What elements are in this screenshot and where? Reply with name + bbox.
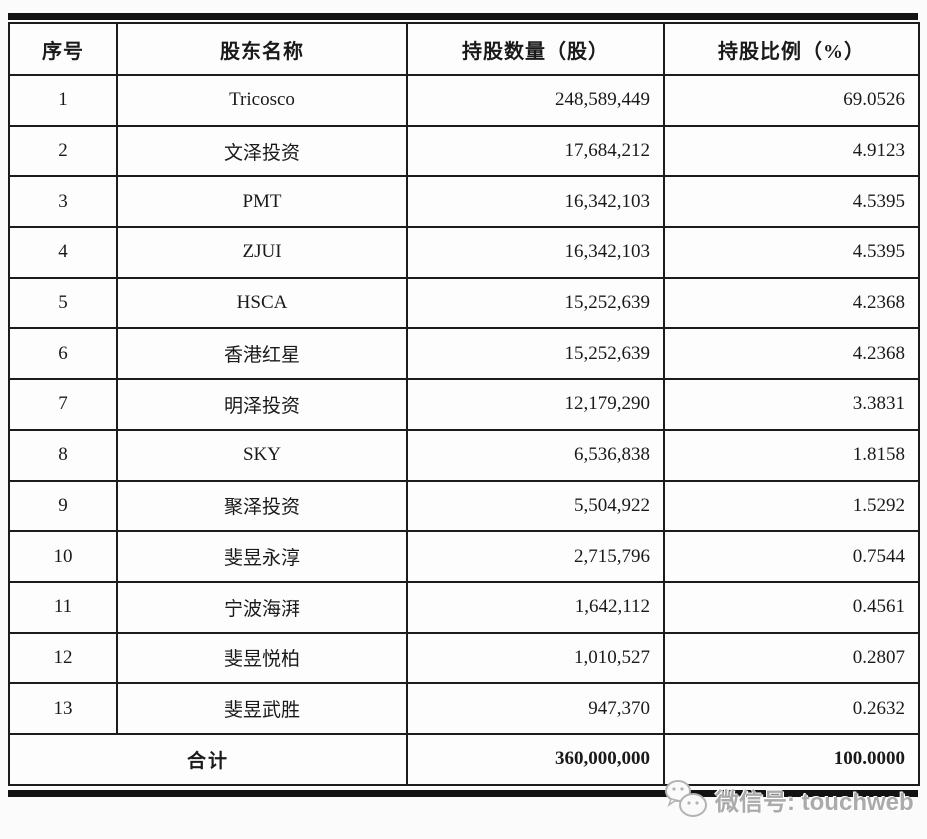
- bottom-divider-bar: [8, 790, 918, 797]
- cell-pct: 4.2368: [663, 276, 920, 330]
- cell-shares: 947,370: [406, 682, 665, 735]
- cell-name: PMT: [116, 175, 408, 229]
- shareholder-table: 序号 股东名称 持股数量（股） 持股比例（%） 1 Tricosco 248,589…: [8, 22, 920, 786]
- table-row: 5 HSCA 15,252,639 4.2368: [8, 276, 920, 330]
- table-row: 4 ZJUI 16,342,103 4.5395: [8, 226, 920, 279]
- table-row: 3 PMT 16,342,103 4.5395: [8, 175, 920, 229]
- total-pct: 100.0000: [663, 732, 920, 786]
- header-no: 序号: [8, 22, 118, 76]
- cell-no: 7: [8, 378, 118, 431]
- cell-name: 聚泽投资: [116, 479, 408, 533]
- cell-shares: 248,589,449: [406, 74, 665, 127]
- table-body: 1 Tricosco 248,589,449 69.0526 2 文泽投资 17,684,2…: [8, 74, 920, 735]
- table-row: 8 SKY 6,536,838 1.8158: [8, 428, 920, 482]
- cell-name: HSCA: [116, 276, 408, 330]
- table-row: 6 香港红星 15,252,639 4.2368: [8, 327, 920, 381]
- header-pct: 持股比例（%）: [663, 22, 920, 76]
- table-row: 11 宁波海湃 1,642,112 0.4561: [8, 580, 920, 634]
- cell-name: Tricosco: [116, 74, 408, 127]
- cell-shares: 1,010,527: [406, 631, 665, 685]
- cell-shares: 16,342,103: [406, 226, 665, 279]
- cell-shares: 2,715,796: [406, 530, 665, 583]
- total-label: 合计: [8, 732, 408, 786]
- cell-pct: 4.5395: [663, 226, 920, 279]
- cell-pct: 1.5292: [663, 479, 920, 533]
- cell-no: 13: [8, 682, 118, 735]
- cell-shares: 16,342,103: [406, 175, 665, 229]
- cell-name: 斐昱武胜: [116, 682, 408, 735]
- cell-pct: 3.3831: [663, 378, 920, 431]
- cell-name: ZJUI: [116, 226, 408, 279]
- cell-name: 文泽投资: [116, 124, 408, 178]
- table-row: 2 文泽投资 17,684,212 4.9123: [8, 124, 920, 178]
- cell-no: 9: [8, 479, 118, 533]
- cell-no: 1: [8, 74, 118, 127]
- table-row: 7 明泽投资 12,179,290 3.3831: [8, 378, 920, 431]
- cell-no: 12: [8, 631, 118, 685]
- cell-name: SKY: [116, 428, 408, 482]
- cell-no: 8: [8, 428, 118, 482]
- table-row: 9 聚泽投资 5,504,922 1.5292: [8, 479, 920, 533]
- cell-name: 宁波海湃: [116, 580, 408, 634]
- header-row: 序号 股东名称 持股数量（股） 持股比例（%）: [8, 22, 920, 76]
- cell-name: 斐昱永淳: [116, 530, 408, 583]
- cell-pct: 0.2807: [663, 631, 920, 685]
- cell-pct: 4.5395: [663, 175, 920, 229]
- watermark: 微信号: touchweb: [664, 779, 914, 819]
- cell-shares: 12,179,290: [406, 378, 665, 431]
- cell-pct: 4.2368: [663, 327, 920, 381]
- cell-no: 10: [8, 530, 118, 583]
- total-row: 合计 360,000,000 100.0000: [8, 732, 920, 786]
- cell-shares: 15,252,639: [406, 327, 665, 381]
- cell-name: 香港红星: [116, 327, 408, 381]
- header-shares: 持股数量（股）: [406, 22, 665, 76]
- wechat-icon: [665, 780, 707, 817]
- cell-pct: 0.2632: [663, 682, 920, 735]
- table-row: 13 斐昱武胜 947,370 0.2632: [8, 682, 920, 735]
- cell-no: 4: [8, 226, 118, 279]
- cell-no: 3: [8, 175, 118, 229]
- watermark-text: 微信号: touchweb: [715, 788, 914, 816]
- cell-shares: 17,684,212: [406, 124, 665, 178]
- table-row: 10 斐昱永淳 2,715,796 0.7544: [8, 530, 920, 583]
- cell-name: 明泽投资: [116, 378, 408, 431]
- cell-pct: 4.9123: [663, 124, 920, 178]
- cell-no: 5: [8, 276, 118, 330]
- cell-name: 斐昱悦柏: [116, 631, 408, 685]
- cell-shares: 5,504,922: [406, 479, 665, 533]
- cell-shares: 6,536,838: [406, 428, 665, 482]
- cell-pct: 1.8158: [663, 428, 920, 482]
- header-name: 股东名称: [116, 22, 408, 76]
- cell-pct: 0.7544: [663, 530, 920, 583]
- cell-shares: 15,252,639: [406, 276, 665, 330]
- total-shares: 360,000,000: [406, 732, 665, 786]
- cell-pct: 69.0526: [663, 74, 920, 127]
- table-row: 12 斐昱悦柏 1,010,527 0.2807: [8, 631, 920, 685]
- table-row: 1 Tricosco 248,589,449 69.0526: [8, 74, 920, 127]
- cell-no: 11: [8, 580, 118, 634]
- cell-no: 6: [8, 327, 118, 381]
- cell-pct: 0.4561: [663, 580, 920, 634]
- cell-no: 2: [8, 124, 118, 178]
- top-divider-bar: [8, 13, 918, 20]
- cell-shares: 1,642,112: [406, 580, 665, 634]
